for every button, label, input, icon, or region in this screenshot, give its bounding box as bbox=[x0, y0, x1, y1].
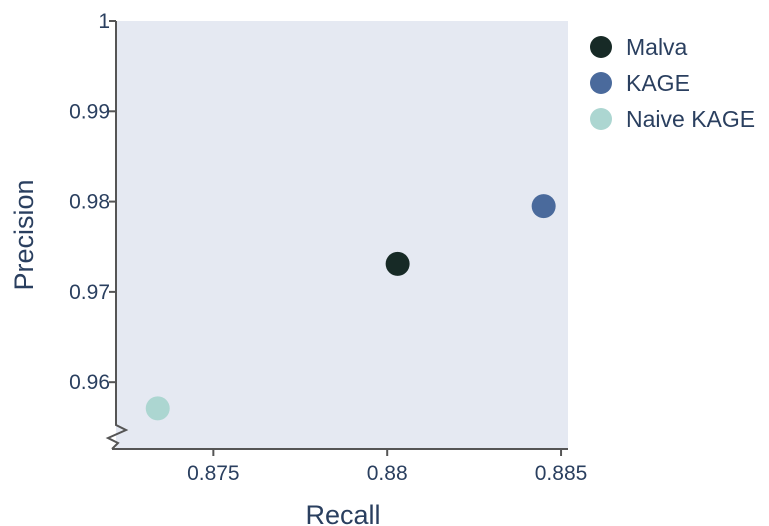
legend-marker bbox=[590, 108, 612, 130]
y-tick-label: 0.97 bbox=[69, 281, 110, 304]
x-tick-label: 0.885 bbox=[535, 462, 588, 485]
legend-label: Malva bbox=[626, 34, 688, 60]
y-tick-label: 0.96 bbox=[69, 371, 110, 394]
y-tick-label: 1 bbox=[98, 10, 110, 33]
x-tick-label: 0.88 bbox=[367, 462, 408, 485]
data-point-malva bbox=[385, 251, 410, 276]
plot-area bbox=[116, 21, 568, 449]
legend: Malva KAGE Naive KAGE bbox=[590, 34, 755, 132]
data-points bbox=[145, 194, 556, 421]
y-tick-label: 0.98 bbox=[69, 191, 110, 214]
y-axis-title: Precision bbox=[9, 179, 39, 290]
legend-item-naive-kage: Naive KAGE bbox=[590, 106, 755, 132]
legend-item-malva: Malva bbox=[590, 34, 688, 60]
legend-marker bbox=[590, 72, 612, 94]
y-axis-line bbox=[105, 21, 129, 450]
legend-label: Naive KAGE bbox=[626, 106, 755, 132]
axes bbox=[105, 21, 568, 450]
x-tick-labels: 0.875 0.88 0.885 bbox=[187, 449, 587, 485]
legend-item-kage: KAGE bbox=[590, 70, 690, 96]
x-tick-label: 0.875 bbox=[187, 462, 240, 485]
x-axis-title: Recall bbox=[305, 500, 380, 526]
legend-label: KAGE bbox=[626, 70, 690, 96]
data-point-naive-kage bbox=[145, 396, 170, 421]
data-point-kage bbox=[531, 194, 556, 219]
y-tick-labels: 0.96 0.97 0.98 0.99 1 bbox=[69, 10, 116, 394]
y-tick-label: 0.99 bbox=[69, 100, 110, 123]
legend-marker bbox=[590, 36, 612, 58]
